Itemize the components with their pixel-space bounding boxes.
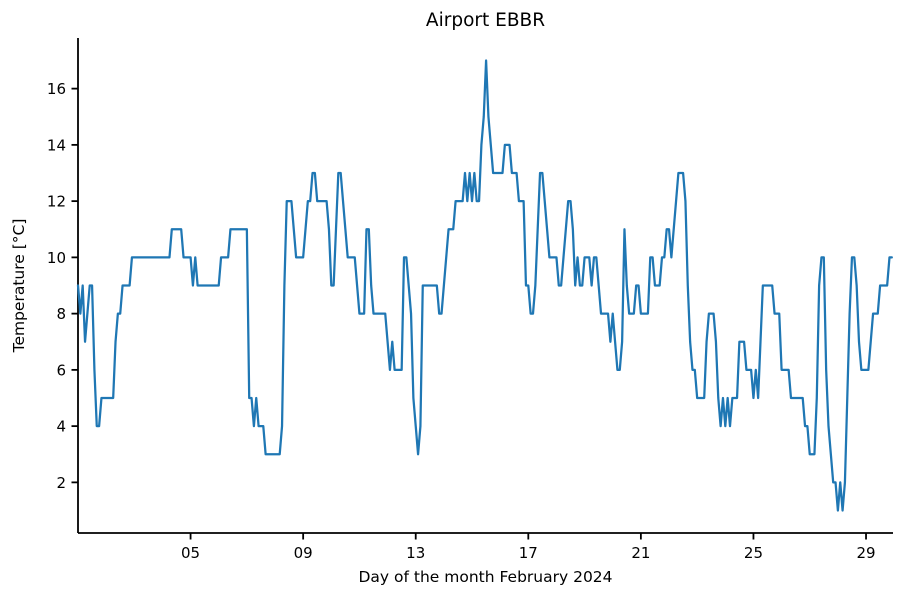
y-tick-label: 16 [47,80,66,98]
y-tick-label: 8 [56,305,66,323]
temperature-series-line [76,59,893,512]
x-tick-label: 09 [294,544,313,562]
x-tick-label: 25 [744,544,763,562]
x-axis-label: Day of the month February 2024 [358,568,612,586]
series-layer [76,59,893,512]
y-tick-label: 4 [56,418,66,436]
y-tick-label: 14 [47,136,66,154]
x-tick-label: 21 [631,544,650,562]
y-tick-label: 2 [56,474,66,492]
x-tick-label: 05 [181,544,200,562]
x-axis-ticks: 05 09 13 17 21 25 29 [181,533,876,562]
y-axis-label: Temperature [°C] [10,219,28,354]
y-tick-label: 10 [47,249,66,267]
y-axis-ticks: 2 4 6 8 10 12 14 16 [47,80,78,492]
y-tick-label: 6 [56,361,66,379]
x-tick-label: 17 [519,544,538,562]
x-tick-label: 29 [856,544,875,562]
chart-title: Airport EBBR [426,10,545,31]
y-tick-label: 12 [47,193,66,211]
x-tick-label: 13 [406,544,425,562]
